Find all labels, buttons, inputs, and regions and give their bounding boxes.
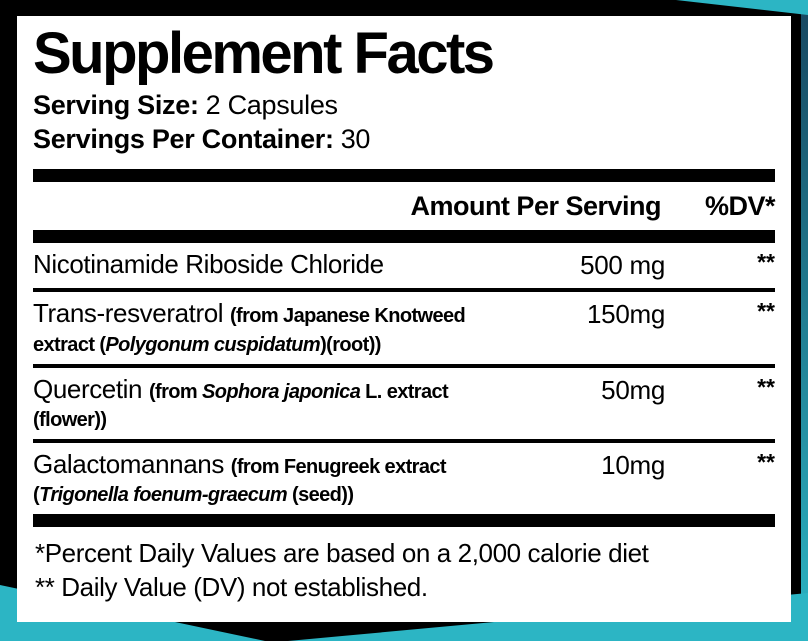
ingredient-amount: 500 mg [580, 250, 665, 281]
ingredient-name: Trans-resveratrol (from Japanese Knotwee… [33, 298, 466, 356]
divider-thick-top [33, 169, 775, 183]
serving-size-value: 2 Capsules [205, 89, 338, 120]
servings-per-container-line: Servings Per Container: 30 [33, 123, 775, 157]
ingredient-name: Galactomannans (from Fenugreek extract (… [33, 448, 447, 507]
divider-thick-bottom [33, 513, 775, 527]
ingredient-dv: ** [757, 448, 775, 475]
ingredient-name: Nicotinamide Riboside Chloride [33, 249, 384, 280]
serving-size-label: Serving Size: [33, 89, 199, 120]
amount-per-serving-header: Amount Per Serving [410, 191, 661, 222]
supplement-facts-panel: Supplement Facts Serving Size: 2 Capsules… [17, 16, 791, 622]
ingredient-row: Quercetin (from Sophora japonica L. extr… [33, 363, 775, 439]
divider-thick-header [33, 230, 775, 244]
panel-title: Supplement Facts [33, 21, 495, 86]
ingredient-rows: Nicotinamide Riboside Chloride 500 mg ** Tr… [33, 243, 775, 514]
ingredient-dv: ** [757, 249, 775, 276]
serving-size-line: Serving Size: 2 Capsules [33, 89, 775, 123]
percent-dv-header: %DV* [704, 191, 776, 222]
right-edge-accent [801, 0, 808, 641]
ingredient-dv: ** [757, 373, 775, 400]
table-header-row: Amount Per Serving %DV* [33, 182, 775, 230]
ingredient-row: Nicotinamide Riboside Chloride 500 mg ** [33, 243, 775, 288]
servings-per-container-label: Servings Per Container: [33, 123, 334, 154]
servings-per-container-value: 30 [340, 123, 371, 154]
teal-corner-top-right [676, 0, 808, 15]
footnote-daily-values: *Percent Daily Values are based on a 2,0… [35, 537, 649, 568]
ingredient-amount: 10mg [601, 449, 665, 480]
footnote-dv-not-established: ** Daily Value (DV) not established. [35, 571, 428, 602]
ingredient-row: Trans-resveratrol (from Japanese Knotwee… [33, 288, 775, 363]
footnotes: *Percent Daily Values are based on a 2,0… [33, 527, 775, 605]
ingredient-amount: 50mg [601, 374, 665, 405]
ingredient-row: Galactomannans (from Fenugreek extract (… [33, 438, 775, 514]
ingredient-amount: 150mg [587, 299, 665, 330]
ingredient-dv: ** [757, 298, 775, 325]
ingredient-name: Quercetin (from Sophora japonica L. extr… [33, 373, 449, 432]
